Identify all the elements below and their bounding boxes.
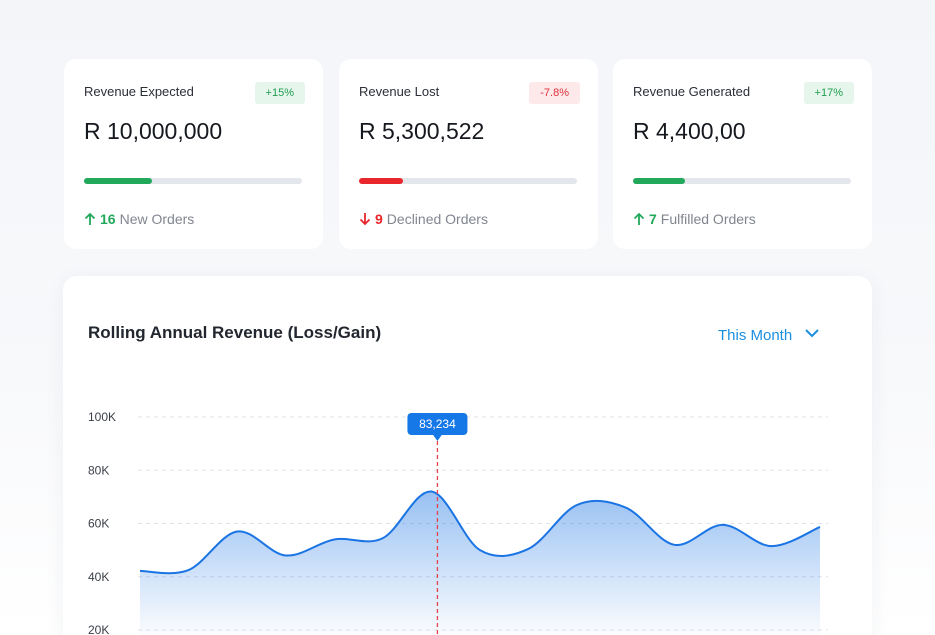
- progress-bar: [84, 178, 152, 184]
- y-tick-label: 60K: [88, 517, 109, 531]
- y-tick-label: 100K: [88, 410, 116, 424]
- amount: R 5,300,522: [359, 118, 485, 144]
- progress-track: [359, 178, 577, 184]
- period-select[interactable]: This Month: [718, 327, 792, 344]
- count: 9: [375, 211, 383, 227]
- count-label: New Orders: [119, 211, 195, 227]
- order-count: 16 New Orders: [84, 211, 194, 227]
- card-title: Revenue Generated: [633, 84, 751, 99]
- trend-arrow: [84, 212, 96, 225]
- tooltip-box: [407, 413, 468, 435]
- amount: R 4,400,00: [633, 118, 746, 144]
- chevron[interactable]: [805, 329, 819, 338]
- order-count: 7 Fulfilled Orders: [633, 211, 756, 227]
- card-title: Revenue Expected: [84, 84, 194, 99]
- badge: -7.8%: [529, 82, 580, 104]
- progress-bar: [633, 178, 686, 184]
- trend-arrow: [633, 212, 645, 225]
- stat-card: Revenue Generated +17% R 4,400,00 7 Fulfille…: [613, 59, 872, 249]
- chart-card: Rolling Annual Revenue (Loss/Gain) This …: [63, 276, 872, 635]
- count-label: Fulfilled Orders: [660, 211, 756, 227]
- count: 7: [649, 211, 657, 227]
- badge: +17%: [803, 82, 854, 104]
- count: 16: [100, 211, 116, 227]
- progress-track: [633, 178, 851, 184]
- area: [140, 491, 820, 635]
- progress-track: [84, 178, 302, 184]
- trend-arrow: [359, 213, 371, 226]
- y-tick-label: 80K: [88, 463, 109, 477]
- amount: R 10,000,000: [84, 118, 223, 144]
- chart: Rolling Annual Revenue (Loss/Gain) This …: [88, 323, 828, 635]
- progress-bar: [359, 178, 403, 184]
- stat-card: Revenue Lost -7.8% R 5,300,522 9 Declined Or…: [339, 59, 598, 249]
- badge: +15%: [254, 82, 305, 104]
- stat-card: Revenue Expected +15% R 10,000,000 16 New Or…: [64, 59, 323, 249]
- chart-title: Rolling Annual Revenue (Loss/Gain): [88, 323, 381, 342]
- y-tick-label: 20K: [88, 623, 109, 635]
- line: [139, 490, 821, 575]
- card-title: Revenue Lost: [359, 84, 440, 99]
- y-tick-label: 40K: [88, 570, 109, 584]
- tooltip-pointer: [432, 434, 443, 441]
- tooltip-label: 83,234: [419, 417, 456, 431]
- order-count: 9 Declined Orders: [359, 211, 488, 227]
- count-label: Declined Orders: [386, 211, 488, 227]
